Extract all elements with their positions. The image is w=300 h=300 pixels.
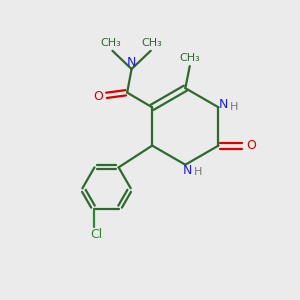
Text: CH₃: CH₃ (100, 38, 121, 48)
Text: H: H (230, 102, 238, 112)
Text: CH₃: CH₃ (142, 38, 163, 48)
Text: CH₃: CH₃ (179, 53, 200, 63)
Text: N: N (183, 164, 192, 177)
Text: Cl: Cl (90, 228, 102, 241)
Text: O: O (246, 139, 256, 152)
Text: H: H (194, 167, 202, 177)
Text: N: N (127, 56, 136, 69)
Text: N: N (219, 98, 229, 111)
Text: O: O (93, 91, 103, 103)
